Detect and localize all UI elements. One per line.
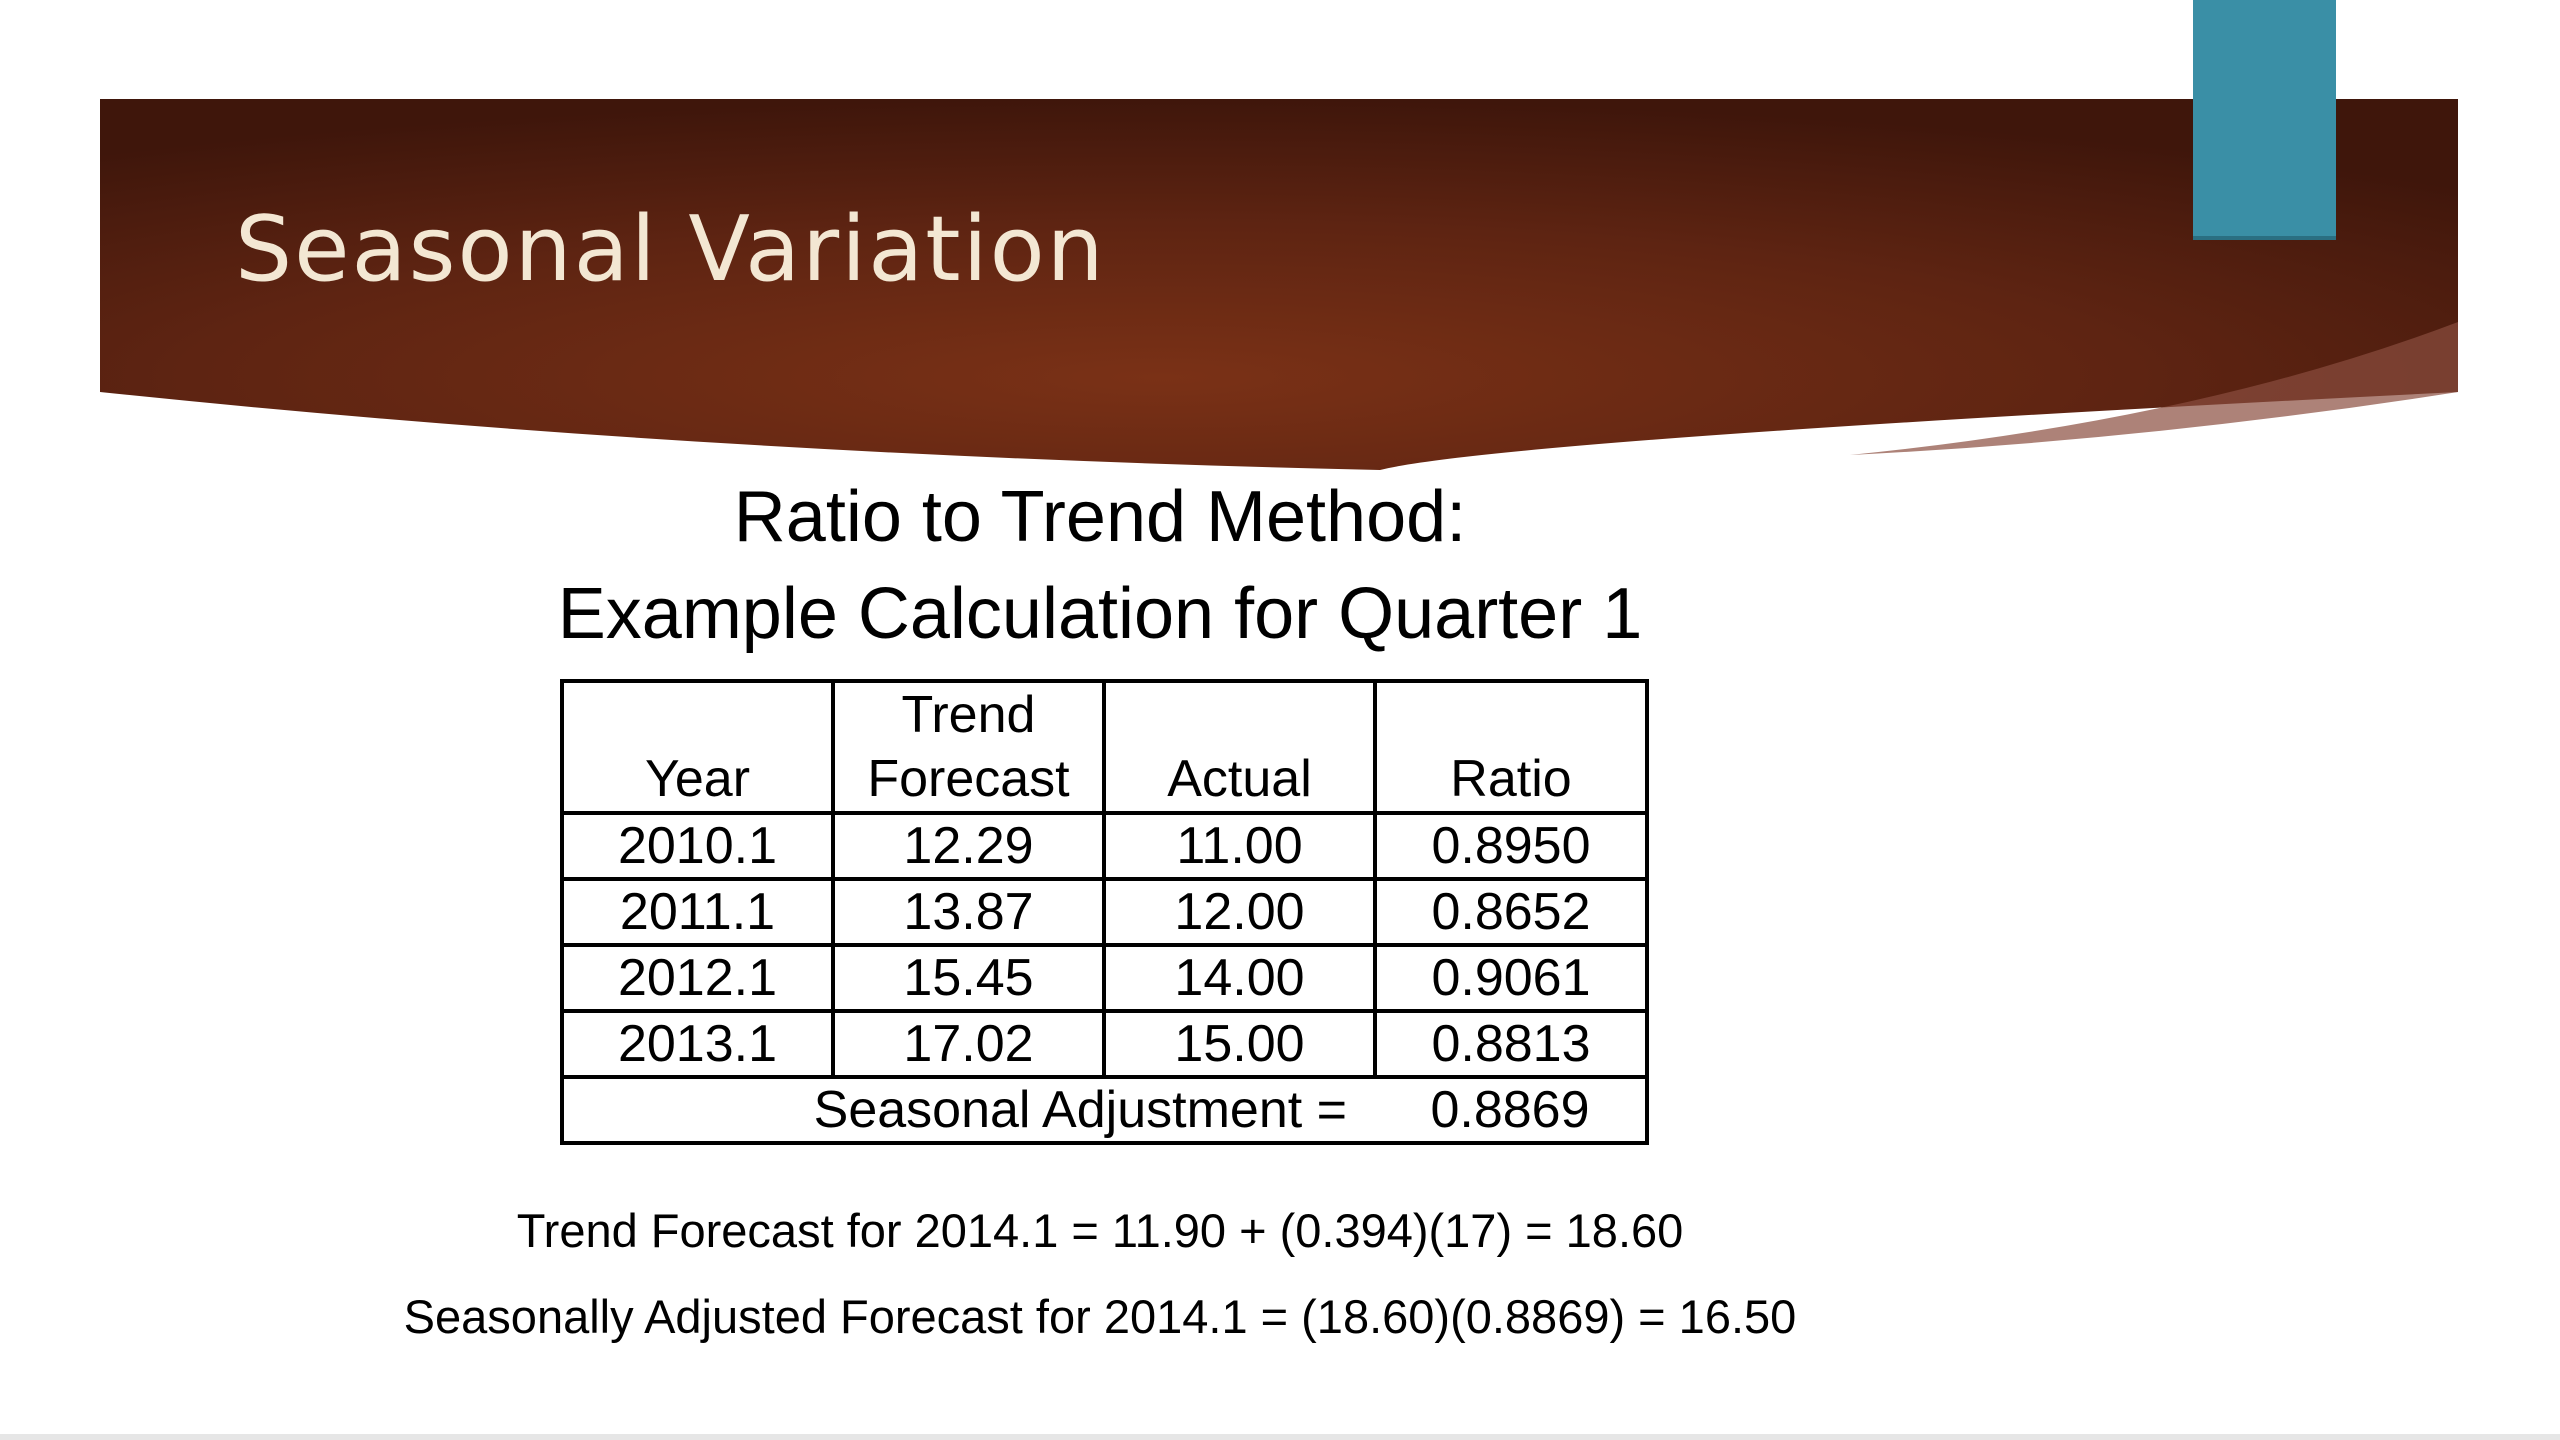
header-actual: Actual (1102, 679, 1377, 815)
summary-row: Seasonal Adjustment = 0.8869 (560, 1075, 1649, 1145)
bottom-divider (0, 1434, 2560, 1440)
cell-ratio: 0.9061 (1373, 943, 1649, 1013)
slide-title: Seasonal Variation (235, 197, 1106, 302)
ratio-table: Year Trend Forecast Actual Ratio 2010.1 … (560, 679, 1649, 1145)
cell-actual: 12.00 (1102, 877, 1377, 947)
banner-highlight (1850, 322, 2458, 455)
title-banner (100, 0, 2458, 470)
header-trend-forecast: Trend Forecast (831, 679, 1106, 815)
header-ratio: Ratio (1373, 679, 1649, 815)
cell-trend-forecast: 12.29 (831, 811, 1106, 881)
seasonal-adjustment-label: Seasonal Adjustment = (560, 1075, 1375, 1145)
cell-ratio: 0.8813 (1373, 1009, 1649, 1079)
heading-line-2: Example Calculation for Quarter 1 (557, 574, 1643, 654)
cell-ratio: 0.8652 (1373, 877, 1649, 947)
table-row: 2011.1 13.87 12.00 0.8652 (560, 877, 1649, 947)
trend-forecast-formula: Trend Forecast for 2014.1 = 11.90 + (0.3… (516, 1204, 1684, 1257)
cell-actual: 11.00 (1102, 811, 1377, 881)
cell-year: 2011.1 (560, 877, 835, 947)
table-row: 2010.1 12.29 11.00 0.8950 (560, 811, 1649, 881)
table-row: 2013.1 17.02 15.00 0.8813 (560, 1009, 1649, 1079)
seasonally-adjusted-formula: Seasonally Adjusted Forecast for 2014.1 … (403, 1290, 1797, 1343)
table-header-row: Year Trend Forecast Actual Ratio (560, 679, 1649, 815)
cell-actual: 14.00 (1102, 943, 1377, 1013)
heading-line-1: Ratio to Trend Method: (733, 477, 1467, 557)
cell-trend-forecast: 15.45 (831, 943, 1106, 1013)
header-year: Year (560, 679, 835, 815)
cell-ratio: 0.8950 (1373, 811, 1649, 881)
cell-year: 2013.1 (560, 1009, 835, 1079)
cell-actual: 15.00 (1102, 1009, 1377, 1079)
cell-year: 2012.1 (560, 943, 835, 1013)
cell-trend-forecast: 17.02 (831, 1009, 1106, 1079)
cell-year: 2010.1 (560, 811, 835, 881)
accent-tab (2193, 0, 2336, 240)
cell-trend-forecast: 13.87 (831, 877, 1106, 947)
table-row: 2012.1 15.45 14.00 0.9061 (560, 943, 1649, 1013)
seasonal-adjustment-value: 0.8869 (1375, 1075, 1649, 1145)
banner-shape (100, 99, 2458, 470)
